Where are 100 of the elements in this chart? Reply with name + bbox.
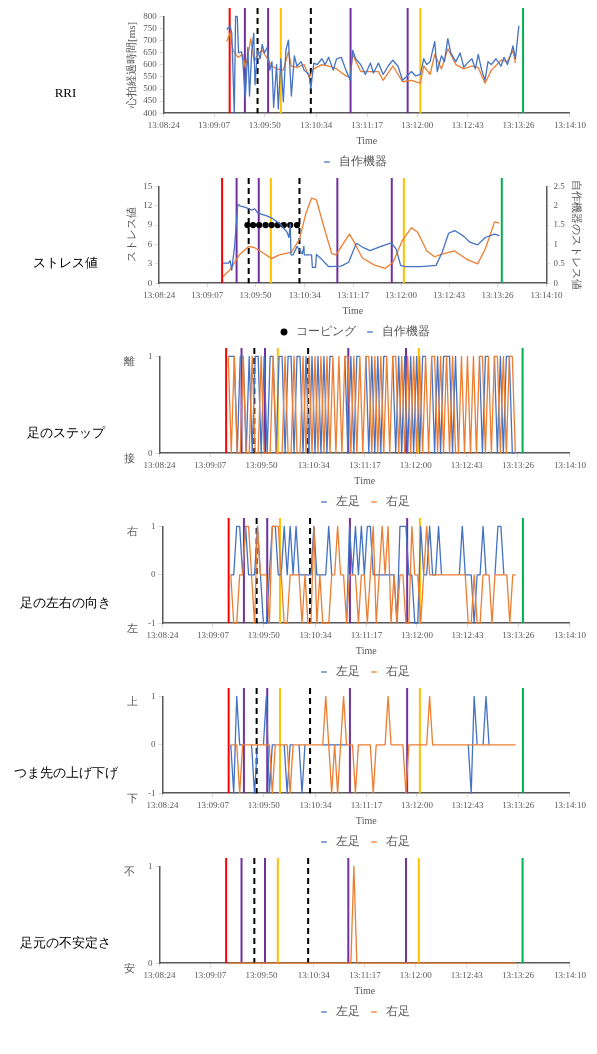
x-axis-title: Time xyxy=(354,474,376,486)
x-tick-label: 13:08:24 xyxy=(143,289,176,300)
x-tick-label: 13:09:50 xyxy=(245,459,279,470)
x-tick-label: 13:08:24 xyxy=(146,629,179,640)
y2-tick-label: 0 xyxy=(553,277,559,288)
text: 不 xyxy=(124,865,135,878)
x-tick-label: 13:09:50 xyxy=(239,289,273,300)
y-tick-label: 1 xyxy=(148,350,153,361)
y-tick-label: 650 xyxy=(143,47,158,58)
y-tick-label: 450 xyxy=(143,95,158,106)
y2-tick-label: 1.5 xyxy=(553,219,566,230)
legend-label: 左足 xyxy=(336,1004,360,1019)
y2-tick-label: 2 xyxy=(553,200,559,211)
y-axis-title: ストレス値 xyxy=(125,207,138,263)
y2-tick-label: 1 xyxy=(553,238,559,249)
y-tick-label: 550 xyxy=(143,71,158,82)
y-tick-label: 9 xyxy=(147,219,153,230)
x-axis-title: Time xyxy=(355,814,378,826)
legend-label: 右足 xyxy=(386,664,410,679)
y-tick-label: 15 xyxy=(143,180,153,191)
y-tick-label: 800 xyxy=(143,10,158,21)
x-tick-label: 13:14:10 xyxy=(530,289,564,300)
y-tick-label: 1 xyxy=(148,860,153,871)
x-axis-title: Time xyxy=(354,984,376,996)
x-tick-label: 13:08:24 xyxy=(146,799,179,810)
x-tick-label: 13:12:00 xyxy=(401,119,434,130)
text: 足のステップ xyxy=(25,424,107,442)
x-tick-label: 13:13:26 xyxy=(502,799,535,810)
x-tick-label: 13:11:17 xyxy=(349,459,382,470)
legend-label: 左足 xyxy=(336,834,360,849)
text: 右 xyxy=(127,525,138,538)
legend-label: 右足 xyxy=(386,494,410,509)
x-tick-label: 13:12:43 xyxy=(450,459,484,470)
y-tick-label: -1 xyxy=(148,787,156,798)
x-tick-label: 13:09:07 xyxy=(196,629,230,640)
y-tick-label: 750 xyxy=(143,22,158,33)
text: 下 xyxy=(127,792,138,805)
y-tick-label: -1 xyxy=(148,617,156,628)
legend-label: 左足 xyxy=(336,494,360,509)
y-tick-label: 600 xyxy=(143,59,158,70)
y-tick-label: 0 xyxy=(148,957,153,968)
y-tick-label: 12 xyxy=(143,200,153,211)
x-tick-label: 13:11:17 xyxy=(349,969,382,980)
x-tick-label: 13:11:17 xyxy=(350,799,383,810)
y-tick-label: 0 xyxy=(151,739,156,750)
x-axis-title: Time xyxy=(355,644,378,656)
y-tick-label: 500 xyxy=(143,83,158,94)
x-tick-label: 13:12:43 xyxy=(433,289,466,300)
x-tick-label: 13:13:26 xyxy=(501,969,535,980)
x-tick-label: 13:13:26 xyxy=(481,289,514,300)
x-tick-label: 13:14:10 xyxy=(553,459,587,470)
x-tick-label: 13:09:07 xyxy=(194,459,227,470)
y2-tick-label: 0.5 xyxy=(553,258,566,269)
y2-tick-label: 2.5 xyxy=(553,180,566,191)
legend-label: 自作機器 xyxy=(339,154,387,169)
x-tick-label: 13:10:34 xyxy=(299,799,333,810)
x-tick-label: 13:12:00 xyxy=(399,969,433,980)
x-tick-label: 13:13:26 xyxy=(502,119,535,130)
text: RRI xyxy=(53,85,78,101)
x-tick-label: 13:13:26 xyxy=(501,459,535,470)
x-tick-label: 13:14:10 xyxy=(553,799,587,810)
y-tick-label: 700 xyxy=(143,34,158,45)
x-tick-label: 13:12:43 xyxy=(451,799,484,810)
text: 離 xyxy=(124,355,135,368)
x-tick-label: 13:08:24 xyxy=(143,969,176,980)
x-tick-label: 13:12:43 xyxy=(450,969,484,980)
y-tick-label: 1 xyxy=(151,690,156,701)
x-tick-label: 13:12:00 xyxy=(399,459,433,470)
x-tick-label: 13:12:00 xyxy=(400,799,434,810)
legend-label: コーピング xyxy=(296,324,357,339)
x-tick-label: 13:13:26 xyxy=(502,629,535,640)
y-tick-label: 3 xyxy=(147,258,153,269)
x-tick-label: 13:09:07 xyxy=(196,799,230,810)
legend-label: 右足 xyxy=(386,834,410,849)
x-tick-label: 13:11:17 xyxy=(350,629,383,640)
y-tick-label: 400 xyxy=(143,107,158,118)
x-tick-label: 13:10:34 xyxy=(299,629,333,640)
y-tick-label: 6 xyxy=(147,238,153,249)
legend-label: 右足 xyxy=(386,1004,410,1019)
x-tick-label: 13:12:00 xyxy=(400,629,434,640)
x-tick-label: 13:08:24 xyxy=(143,459,176,470)
x-tick-label: 13:09:07 xyxy=(194,969,227,980)
y-axis-title: 心拍経過時間[ms] xyxy=(125,21,138,109)
y-tick-label: 0 xyxy=(147,277,153,288)
text: 足の左右の向き xyxy=(19,594,112,612)
text: 接 xyxy=(124,452,135,465)
text: つま先の上げ下げ xyxy=(12,764,119,782)
x-tick-label: 13:14:10 xyxy=(553,119,587,130)
x-tick-label: 13:10:34 xyxy=(288,289,322,300)
x-tick-label: 13:10:34 xyxy=(300,119,333,130)
legend-label: 自作機器 xyxy=(382,324,430,339)
text: ストレス値 xyxy=(32,254,99,272)
x-tick-label: 13:09:50 xyxy=(247,799,281,810)
x-tick-label: 13:09:50 xyxy=(245,969,279,980)
text: 左 xyxy=(127,622,138,635)
text: 安 xyxy=(124,962,135,975)
legend-label: 左足 xyxy=(336,664,360,679)
x-tick-label: 13:09:50 xyxy=(247,629,281,640)
x-tick-label: 13:10:34 xyxy=(297,969,331,980)
x-tick-label: 13:14:10 xyxy=(553,629,587,640)
